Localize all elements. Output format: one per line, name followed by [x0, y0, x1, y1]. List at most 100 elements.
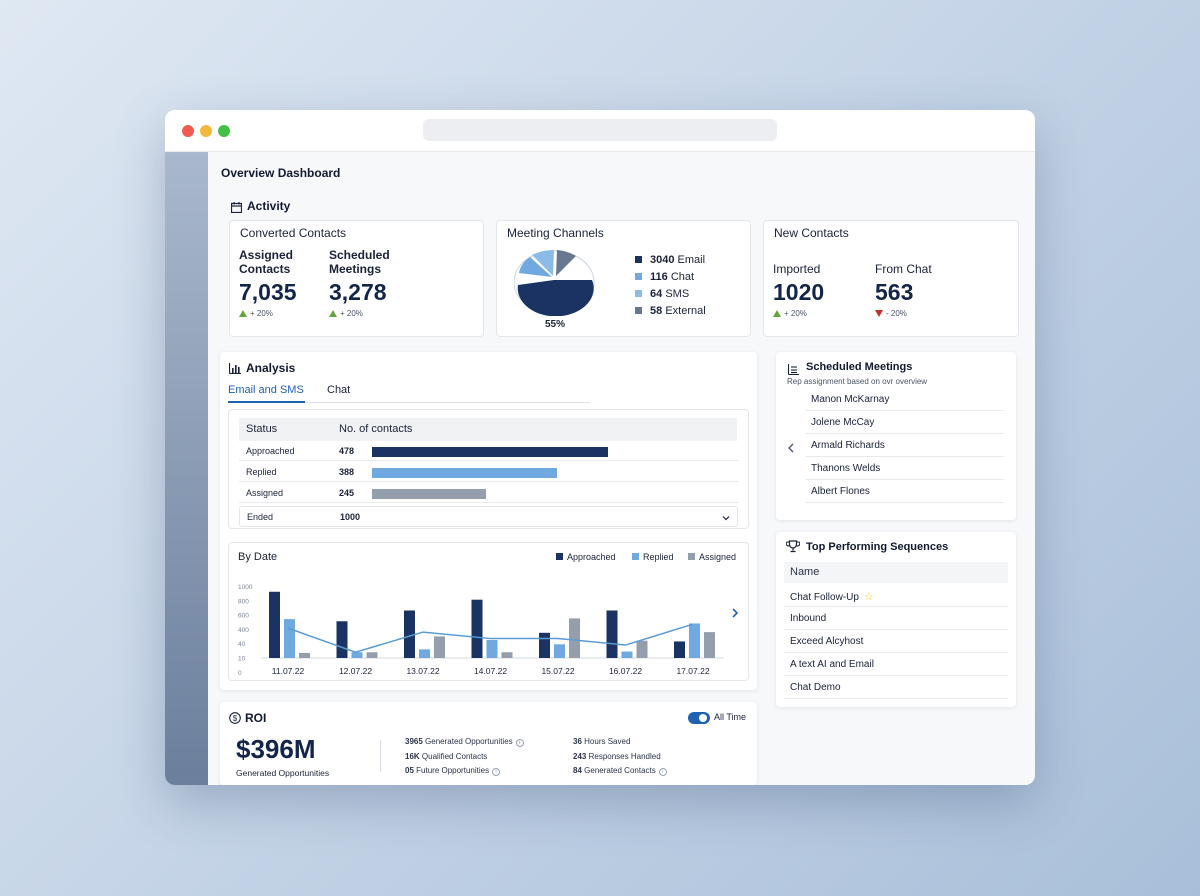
table-row-status: Assigned [246, 488, 284, 498]
chevron-down-icon[interactable] [721, 510, 731, 528]
meeting-list-item[interactable]: Jolene McCay [811, 417, 875, 428]
pie-slice-external [556, 250, 576, 276]
activity-section: Activity Converted Contacts Assigned Con… [221, 190, 1024, 342]
list-divider [784, 698, 1008, 699]
chart-title: By Date [238, 551, 278, 563]
bar-approached [674, 641, 685, 658]
meeting-list-item[interactable]: Armald Richards [811, 440, 885, 451]
analysis-section: Analysis Email and SMS Chat Status No. o… [220, 352, 757, 690]
meeting-channels-pie [514, 249, 595, 316]
minimize-window-button[interactable] [200, 125, 212, 137]
scheduled-meetings-label: Scheduled Meetings [329, 248, 390, 276]
svg-text:$: $ [233, 714, 238, 723]
bar-replied [419, 649, 430, 658]
calendar-icon [230, 200, 243, 218]
sequence-list-item[interactable]: Chat Follow-Up ☆ [790, 590, 874, 603]
roi-value-label: Generated Opportunities [236, 768, 330, 778]
list-divider [784, 606, 1008, 607]
tab-chat[interactable]: Chat [327, 384, 351, 396]
address-bar[interactable] [423, 119, 777, 141]
info-icon[interactable]: i [515, 739, 524, 747]
maximize-window-button[interactable] [218, 125, 230, 137]
channel-label: SMS [665, 288, 690, 300]
scheduled-meetings-title: Scheduled Meetings [806, 361, 913, 373]
bar-approached [404, 610, 415, 658]
chart-legend-item: Approached [556, 552, 616, 562]
sequence-list-item[interactable]: Inbound [790, 613, 826, 624]
chevron-left-icon[interactable] [787, 441, 795, 459]
meeting-list-item[interactable]: Thanons Welds [811, 463, 881, 474]
roi-stat: 36 Hours Saved [573, 737, 630, 746]
activity-title: Activity [247, 199, 291, 213]
bar-approached [606, 610, 618, 658]
pie-slice-chat [519, 257, 552, 277]
x-tick-label: 17.07.22 [676, 666, 709, 676]
list-divider [806, 479, 1004, 480]
sequence-list-item[interactable]: Chat Demo [790, 682, 841, 693]
sequences-header-row: Name [784, 562, 1008, 583]
tab-email-sms[interactable]: Email and SMS [228, 384, 304, 396]
y-tick-label: 800 [238, 598, 249, 605]
converted-contacts-card: Converted Contacts Assigned Contacts 7,0… [229, 220, 484, 337]
bar-approached [539, 632, 550, 658]
chevron-right-icon[interactable] [730, 606, 740, 624]
legend-swatch [688, 553, 695, 560]
from-chat-trend: - 20% [875, 309, 907, 318]
roi-stat: 05 Future Opportunities i [405, 766, 501, 776]
roi-stat-number: 16K [405, 751, 420, 761]
scheduled-trend: + 20% [329, 309, 363, 318]
channel-legend-item: 3040 Email [635, 254, 705, 266]
table-row-divider [239, 481, 738, 482]
roi-stat: 243 Responses Handled [573, 752, 661, 761]
roi-stat-number: 3965 [405, 737, 423, 746]
bar-replied [689, 623, 700, 658]
table-footer-row[interactable]: Ended 1000 [239, 506, 738, 527]
roi-stat: 16K Qualified Contacts [405, 752, 487, 761]
channel-label: Email [677, 254, 706, 266]
assigned-trend: + 20% [239, 309, 273, 318]
trend-up-icon [773, 310, 781, 317]
trophy-icon [785, 540, 801, 558]
sequence-name: Chat Follow-Up [790, 592, 859, 603]
dollar-icon: $ [229, 711, 241, 729]
y-tick-label: 400 [238, 627, 249, 634]
x-tick-label: 15.07.22 [541, 666, 574, 676]
bar-approached [336, 621, 348, 658]
y-tick-label: 600 [238, 613, 249, 620]
by-date-chart-card: By Date Approached Replied Assigned 1000 80… [228, 542, 749, 681]
roi-stat: 3965 Generated Opportunities i [405, 737, 524, 747]
roi-title: ROI [245, 711, 267, 725]
pie-percent-label: 55% [545, 319, 566, 330]
sequence-list-item[interactable]: Exceed Alcyhost [790, 636, 863, 647]
list-divider [806, 502, 1004, 503]
all-time-toggle[interactable] [688, 712, 710, 724]
info-icon[interactable]: i [658, 768, 667, 776]
trend-line [287, 623, 694, 654]
meeting-list-item[interactable]: Manon McKarnay [811, 394, 890, 405]
assigned-contacts-label: Assigned Contacts [239, 248, 293, 276]
bar-assigned [366, 652, 378, 658]
close-window-button[interactable] [182, 125, 194, 137]
y-tick-label: 0 [238, 670, 242, 677]
imported-trend-text: + 20% [784, 309, 807, 318]
legend-swatch [635, 290, 642, 297]
bar-approached [269, 591, 280, 658]
meeting-channels-title: Meeting Channels [507, 226, 604, 240]
info-icon[interactable]: i [492, 768, 501, 776]
legend-swatch [635, 273, 642, 280]
sequence-list-item[interactable]: A text AI and Email [790, 659, 874, 670]
scheduled-meetings-subtitle: Rep assignment based on ovr overview [787, 377, 928, 386]
meeting-list-item[interactable]: Albert Flones [811, 486, 870, 497]
list-divider [806, 410, 1004, 411]
roi-stat-label: Qualified Contacts [421, 751, 488, 761]
table-row-divider [239, 502, 738, 503]
x-tick-label: 16.07.22 [609, 666, 642, 676]
bar-replied [284, 619, 295, 658]
pie-slice-email [517, 280, 594, 316]
y-tick-label: 40 [238, 641, 246, 648]
table-row-divider [239, 460, 738, 461]
channel-label: Chat [670, 271, 695, 283]
x-tick-label: 14.07.22 [474, 666, 507, 676]
table-row-bar [372, 468, 557, 478]
roi-section: $ ROI All Time $396M Generated Opportuni… [220, 702, 757, 785]
